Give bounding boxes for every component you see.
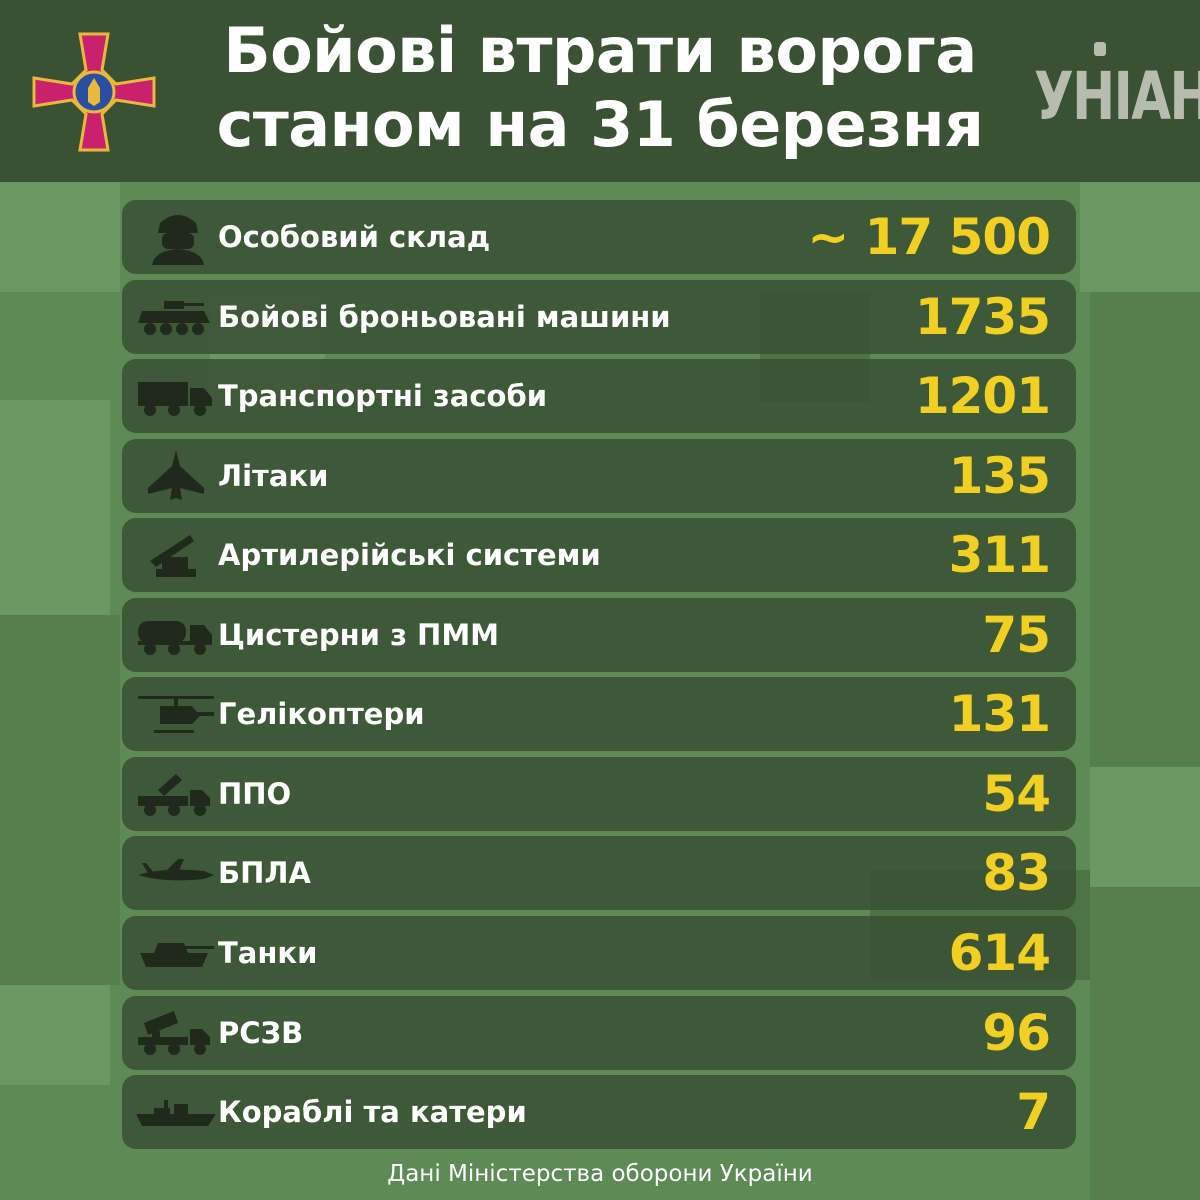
item-label: РСЗВ — [218, 1016, 304, 1050]
item-value: 311 — [948, 526, 1051, 584]
item-value: 54 — [982, 765, 1051, 823]
item-label: Гелікоптери — [218, 697, 425, 731]
list-item: Кораблі та катери 7 — [122, 1075, 1076, 1149]
item-label: Транспортні засоби — [218, 379, 548, 413]
item-value: 83 — [982, 844, 1051, 902]
item-value: 75 — [982, 606, 1051, 664]
title-line-2: станом на 31 березня — [216, 88, 984, 161]
tank-icon — [134, 925, 218, 981]
list-item: Транспортні засоби 1201 — [122, 359, 1076, 433]
list-item: Особовий склад ~ 17 500 — [122, 200, 1076, 274]
list-item: Бойові броньовані машини 1735 — [122, 280, 1076, 354]
title-line-1: Бойові втрати ворога — [223, 14, 977, 87]
mlrs-icon — [134, 1005, 218, 1061]
truck-icon — [134, 368, 218, 424]
item-label: Кораблі та катери — [218, 1095, 527, 1129]
item-label: БПЛА — [218, 856, 311, 890]
item-label: Танки — [218, 936, 318, 970]
list-item: РСЗВ 96 — [122, 996, 1076, 1070]
item-label: ППО — [218, 777, 292, 811]
unian-logo-icon — [1030, 42, 1170, 142]
item-value: 614 — [948, 924, 1051, 982]
list-item: Літаки 135 — [122, 439, 1076, 513]
item-value: 96 — [982, 1004, 1051, 1062]
item-label: Цистерни з ПММ — [218, 618, 500, 652]
air-defense-icon — [134, 766, 218, 822]
list-item: Танки 614 — [122, 916, 1076, 990]
item-label: Артилерійські системи — [218, 538, 601, 572]
list-item: Гелікоптери 131 — [122, 677, 1076, 751]
page-title: Бойові втрати ворога станом на 31 березн… — [160, 14, 1040, 162]
armed-forces-cross-icon — [30, 30, 158, 154]
ship-icon — [134, 1084, 218, 1140]
list-item: БПЛА 83 — [122, 836, 1076, 910]
list-item: Цистерни з ПММ 75 — [122, 598, 1076, 672]
brand-name: УНІАН — [1034, 58, 1200, 135]
helicopter-icon — [134, 686, 218, 742]
list-item: ППО 54 — [122, 757, 1076, 831]
list-item: Артилерійські системи 311 — [122, 518, 1076, 592]
header-bar — [0, 0, 1200, 182]
artillery-icon — [134, 527, 218, 583]
item-label: Бойові броньовані машини — [218, 300, 671, 334]
armored-vehicle-icon — [134, 289, 218, 345]
item-label: Особовий склад — [218, 220, 491, 254]
soldier-icon — [134, 209, 218, 265]
item-value: 1201 — [914, 367, 1051, 425]
item-value: 7 — [1016, 1083, 1051, 1141]
jet-icon — [134, 448, 218, 504]
item-value: 1735 — [914, 288, 1051, 346]
item-value: 135 — [948, 447, 1051, 505]
fuel-tanker-icon — [134, 607, 218, 663]
drone-icon — [134, 845, 218, 901]
item-value: 131 — [948, 685, 1051, 743]
source-note: Дані Міністерства оборони України — [387, 1161, 813, 1187]
item-value: ~ 17 500 — [807, 208, 1051, 266]
item-label: Літаки — [218, 459, 329, 493]
